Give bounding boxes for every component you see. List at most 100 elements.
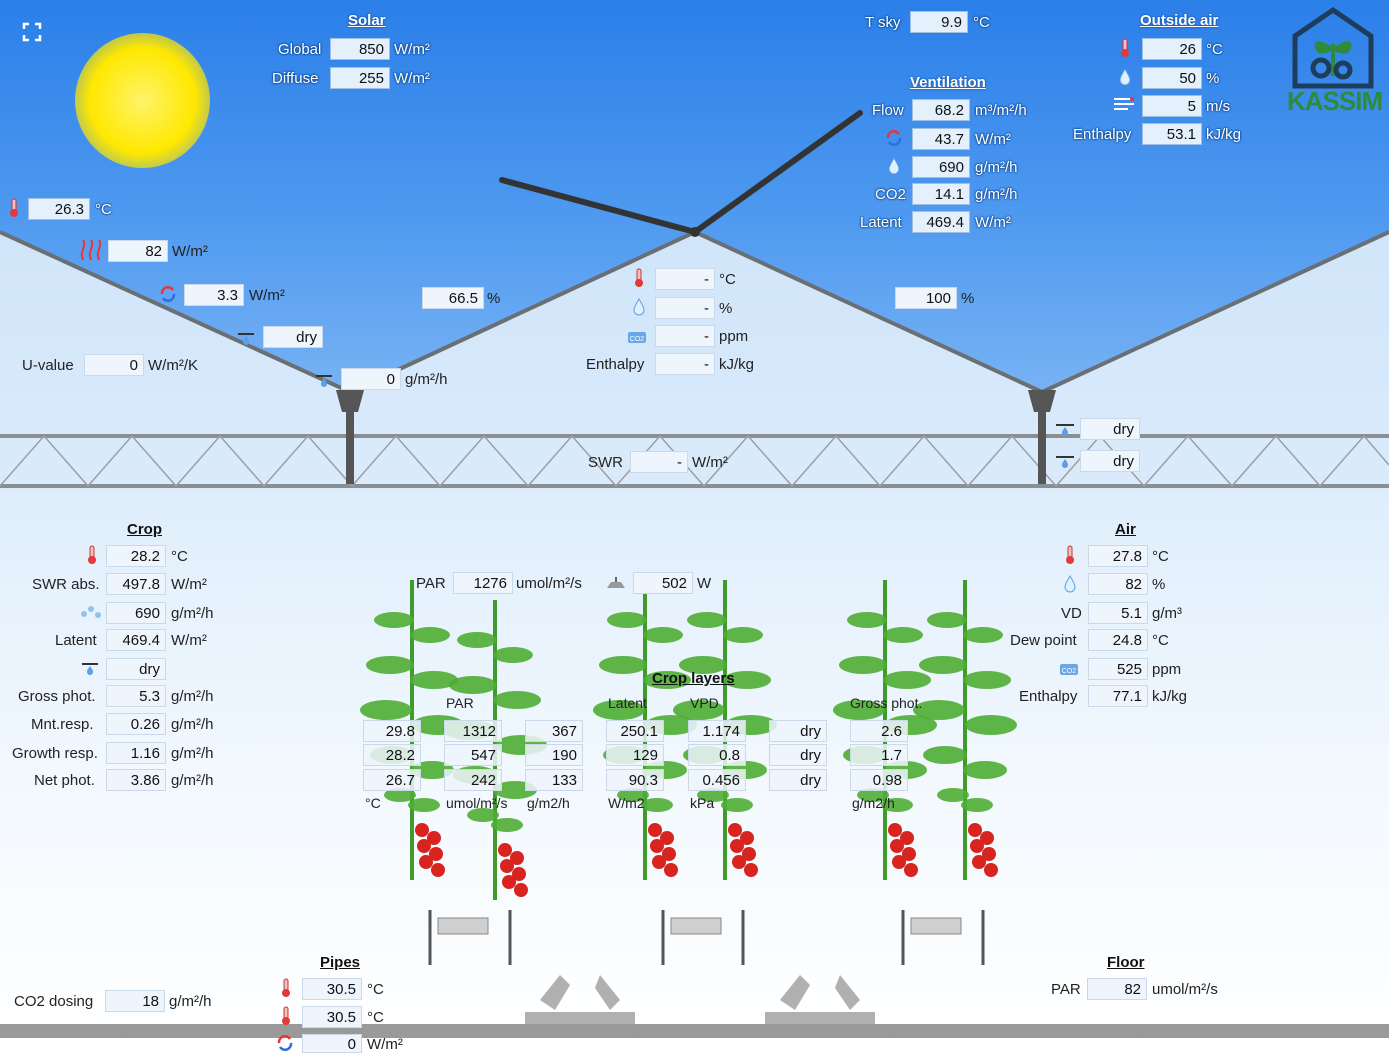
attic-enthalpy-field[interactable]: - [655,353,715,375]
gross-phot-field[interactable]: 5.3 [106,685,166,707]
vent-heat-unit: W/m² [975,131,1011,148]
crop-layer-cell[interactable]: dry [769,720,827,742]
roof-thermometer-icon [10,198,18,217]
attic-humidity-icon [633,297,645,316]
roof-temp-field[interactable]: 26.3 [28,198,90,220]
vd-unit: g/m³ [1152,605,1182,622]
screen-condensation-field-1[interactable]: dry [1080,418,1140,440]
crop-layer-cell[interactable]: 0.98 [850,769,908,791]
right-vent-opening-unit: % [961,290,975,307]
pipe2-thermometer-icon [282,1006,290,1025]
lamp-power-field[interactable]: 502 [633,572,693,594]
crop-condensation-icon [82,663,98,675]
fullscreen-icon[interactable] [22,22,42,42]
outside-temp-field[interactable]: 26 [1142,38,1202,60]
vd-field[interactable]: 5.1 [1088,602,1148,624]
crop-layer-cell[interactable]: dry [769,744,827,766]
swr-label: SWR [588,454,623,471]
left-vent-opening-field[interactable]: 66.5 [422,287,484,309]
tsky-unit: °C [973,14,990,31]
crop-temp-field[interactable]: 28.2 [106,545,166,567]
crop-layer-cell[interactable]: 29.8 [363,720,421,742]
vent-vapour-field[interactable]: 690 [912,156,970,178]
crop-layers-unit: kPa [690,795,715,811]
crop-layer-cell[interactable]: 129 [606,744,664,766]
right-vent-opening-field[interactable]: 100 [895,287,957,309]
wind-speed-field[interactable]: 5 [1142,95,1202,117]
outside-rh-field[interactable]: 50 [1142,67,1202,89]
sun-icon [75,33,210,168]
floor-par-unit: umol/m²/s [1152,981,1218,998]
attic-co2-field[interactable]: - [655,325,715,347]
pipe1-temp-field[interactable]: 30.5 [302,978,362,1000]
crop-layers-unit: W/m2 [608,795,645,811]
vent-latent-field[interactable]: 469.4 [912,211,970,233]
crop-par-field[interactable]: 1276 [453,572,513,594]
dew-point-label: Dew point [1010,632,1077,649]
screen-condensation-icon [1056,424,1074,436]
roof-temp-unit: °C [95,201,112,218]
net-phot-field[interactable]: 3.86 [106,769,166,791]
air-temp-field[interactable]: 27.8 [1088,545,1148,567]
diffuse-unit: W/m² [394,70,430,87]
pipe2-temp-unit: °C [367,1009,384,1026]
global-radiation-field[interactable]: 850 [330,38,390,60]
vent-flow-field[interactable]: 68.2 [912,99,970,121]
floor-par-field[interactable]: 82 [1087,978,1147,1000]
screen-condensation-field-2[interactable]: dry [1080,450,1140,472]
crop-layer-cell[interactable]: 190 [525,744,583,766]
crop-layers-unit: °C [365,795,381,811]
crop-layer-cell[interactable]: 26.7 [363,769,421,791]
attic-rh-field[interactable]: - [655,297,715,319]
air-enthalpy-field[interactable]: 77.1 [1088,685,1148,707]
transpiration-icon [81,606,101,618]
crop-layer-cell[interactable]: 367 [525,720,583,742]
air-co2-unit: ppm [1152,661,1182,678]
co2-dosing-field[interactable]: 18 [105,990,165,1012]
mnt-resp-field[interactable]: 0.26 [106,713,166,735]
crop-transpiration-field[interactable]: 690 [106,602,166,624]
crop-layer-cell[interactable]: 1.174 [688,720,746,742]
pipe2-temp-field[interactable]: 30.5 [302,1006,362,1028]
crop-layer-cell[interactable]: 547 [444,744,502,766]
crop-layer-cell[interactable]: 133 [525,769,583,791]
growth-resp-field[interactable]: 1.16 [106,742,166,764]
crop-condensation-field[interactable]: dry [106,658,166,680]
global-unit: W/m² [394,41,430,58]
tsky-field[interactable]: 9.9 [910,11,968,33]
screen-swr-field[interactable]: - [630,451,688,473]
roof-radiation-field[interactable]: 82 [108,240,168,262]
crop-swr-field[interactable]: 497.8 [106,573,166,595]
crop-layer-cell[interactable]: dry [769,769,827,791]
air-co2-field[interactable]: 525 [1088,658,1148,680]
crop-layers-col-label: Gross phot. [850,695,923,711]
thermometer-icon [1121,38,1129,57]
pipe-heat-field[interactable]: 0 [302,1034,362,1053]
air-rh-field[interactable]: 82 [1088,573,1148,595]
crop-layers-unit: umol/m²/s [446,795,508,811]
crop-layer-cell[interactable]: 250.1 [606,720,664,742]
diffuse-radiation-field[interactable]: 255 [330,67,390,89]
drip-field[interactable]: 0 [341,368,401,390]
crop-layer-cell[interactable]: 1312 [444,720,502,742]
dew-point-unit: °C [1152,632,1169,649]
roof-convection-field[interactable]: 3.3 [184,284,244,306]
vent-latent-label: Latent [860,214,902,231]
crop-layer-cell[interactable]: 0.8 [688,744,746,766]
crop-layer-cell[interactable]: 28.2 [363,744,421,766]
vent-heat-field[interactable]: 43.7 [912,128,970,150]
vent-co2-field[interactable]: 14.1 [912,183,970,205]
crop-layer-cell[interactable]: 2.6 [850,720,908,742]
crop-layer-cell[interactable]: 90.3 [606,769,664,791]
uvalue-label: U-value [22,357,74,374]
dew-point-field[interactable]: 24.8 [1088,629,1148,651]
crop-latent-field[interactable]: 469.4 [106,629,166,651]
roof-condensation-field[interactable]: dry [263,326,323,348]
vent-co2-unit: g/m²/h [975,186,1018,203]
crop-layer-cell[interactable]: 1.7 [850,744,908,766]
attic-temp-field[interactable]: - [655,268,715,290]
uvalue-field[interactable]: 0 [84,354,144,376]
crop-layer-cell[interactable]: 242 [444,769,502,791]
outside-enthalpy-field[interactable]: 53.1 [1142,123,1202,145]
crop-layer-cell[interactable]: 0.456 [688,769,746,791]
